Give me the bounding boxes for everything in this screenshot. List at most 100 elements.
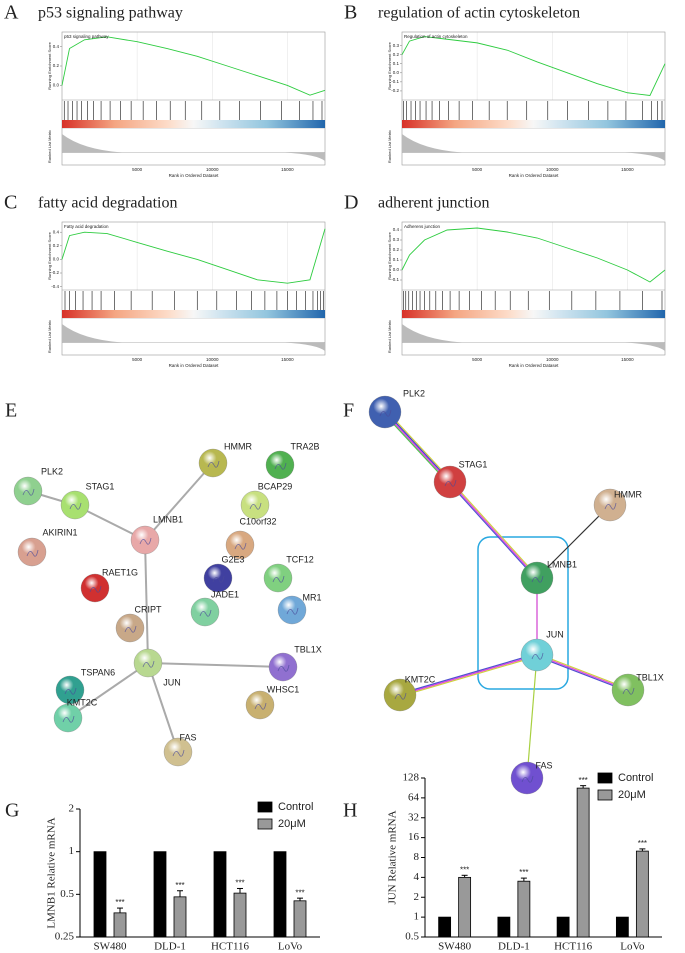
x-axis-label: Rank in Ordered Dataset <box>169 363 220 368</box>
node-label: FAS <box>535 760 552 770</box>
bar <box>635 850 649 938</box>
y-tick-label: 0.3 <box>393 43 400 48</box>
node-structure <box>394 692 407 700</box>
node-label: JUN <box>546 629 564 639</box>
node-structure <box>172 749 185 757</box>
node-structure <box>212 575 225 583</box>
panel-label: C <box>4 192 17 214</box>
y-tick-label: 2 <box>414 891 420 903</box>
network-edge <box>537 653 629 690</box>
significance: *** <box>115 898 124 907</box>
plot-title: Adherens junction <box>404 224 441 229</box>
bar <box>438 916 452 938</box>
node-label: STAG1 <box>86 481 115 491</box>
node-label: TRA2B <box>290 441 319 451</box>
bar <box>113 912 127 938</box>
y-tick-label: -0.1 <box>391 79 399 84</box>
bar <box>233 892 247 938</box>
bar <box>576 787 590 938</box>
node-structure <box>22 488 35 496</box>
node-structure <box>207 460 220 468</box>
bar <box>458 876 472 938</box>
x-tick-label: DLD-1 <box>498 941 530 953</box>
significance: *** <box>460 865 469 874</box>
y-tick-label: -0.2 <box>51 270 59 275</box>
node-label: MR1 <box>302 592 321 602</box>
node-label: STAG1 <box>459 459 488 469</box>
network-edge <box>144 462 214 541</box>
y-tick-label: 0.1 <box>393 257 400 262</box>
node-label: TSPAN6 <box>81 667 115 677</box>
network-edge <box>526 654 538 779</box>
x-tick-label: DLD-1 <box>154 941 186 953</box>
panel-heading: regulation of actin cytoskeleton <box>378 5 580 22</box>
y-tick-label: 0.4 <box>53 229 60 234</box>
node-label: KMT2C <box>67 697 98 707</box>
y-tick-label: 0.2 <box>53 63 60 68</box>
bar <box>173 896 187 938</box>
rank-color-bar <box>62 120 325 128</box>
y-tick-label: 0.1 <box>393 61 400 66</box>
significance: *** <box>638 839 647 848</box>
y-tick-label: 0.2 <box>393 52 400 57</box>
x-tick-label: 10000 <box>546 167 559 172</box>
y-axis-label: Running Enrichment Score <box>387 41 392 90</box>
x-tick-label: 5000 <box>472 357 483 362</box>
rank-color-bar <box>62 310 325 318</box>
legend-swatch <box>597 772 613 784</box>
node-label: RAET1G <box>102 567 138 577</box>
y-tick-label: 0.2 <box>393 247 400 252</box>
plot-frame <box>401 221 666 356</box>
node-label: HMMR <box>614 489 642 499</box>
y-tick-label: 1 <box>69 845 75 857</box>
bar <box>517 880 531 938</box>
y-tick-label: 0.0 <box>393 70 400 75</box>
y-tick-label: 8 <box>414 851 420 863</box>
node-label: G2E3 <box>221 554 244 564</box>
node-structure <box>249 502 262 510</box>
x-tick-label: 5000 <box>132 357 143 362</box>
node-structure <box>444 479 457 487</box>
x-axis-label: Rank in Ordered Dataset <box>169 173 220 178</box>
y-tick-label: 0.4 <box>393 227 400 232</box>
node-structure <box>64 687 77 695</box>
error-bar <box>297 897 303 901</box>
network-edge <box>147 662 179 753</box>
error-bar <box>639 848 646 852</box>
bar <box>93 851 107 938</box>
node-structure <box>26 549 39 557</box>
y-axis-label: Running Enrichment Score <box>47 41 52 90</box>
enrichment-curve <box>401 36 666 96</box>
panel-label: E <box>5 400 17 422</box>
legend-label: Control <box>278 801 313 813</box>
x-axis-label: Rank in Ordered Dataset <box>509 173 560 178</box>
y-tick-label: 0.2 <box>53 243 60 248</box>
bar <box>153 851 167 938</box>
y-tick-label: 0.0 <box>393 267 400 272</box>
y-tick-label: 32 <box>408 811 419 823</box>
y-tick-label: 128 <box>403 772 420 784</box>
metric-label: Ranked List Metric <box>47 130 52 163</box>
node-structure <box>139 537 152 545</box>
metric-label: Ranked List Metric <box>47 320 52 353</box>
plot-title: Fatty acid degradation <box>64 224 109 229</box>
y-tick-label: 0.0 <box>53 83 60 88</box>
y-tick-label: 2 <box>69 803 75 815</box>
network-edge <box>536 504 611 579</box>
x-tick-label: SW480 <box>438 941 472 953</box>
node-structure <box>531 575 544 583</box>
node-label: BCAP29 <box>258 481 293 491</box>
significance: *** <box>235 879 244 888</box>
node-structure <box>277 664 290 672</box>
node-structure <box>142 660 155 668</box>
node-structure <box>531 652 544 660</box>
node-label: AKIRIN1 <box>42 527 77 537</box>
node-structure <box>286 607 299 615</box>
node-structure <box>272 575 285 583</box>
highlight-box <box>477 536 569 690</box>
node-label: KMT2C <box>405 674 436 684</box>
network-edge <box>399 653 537 695</box>
x-tick-label: HCT116 <box>211 941 250 953</box>
node-label: WHSC1 <box>267 684 300 694</box>
y-axis-label: Running Enrichment Score <box>47 231 52 280</box>
